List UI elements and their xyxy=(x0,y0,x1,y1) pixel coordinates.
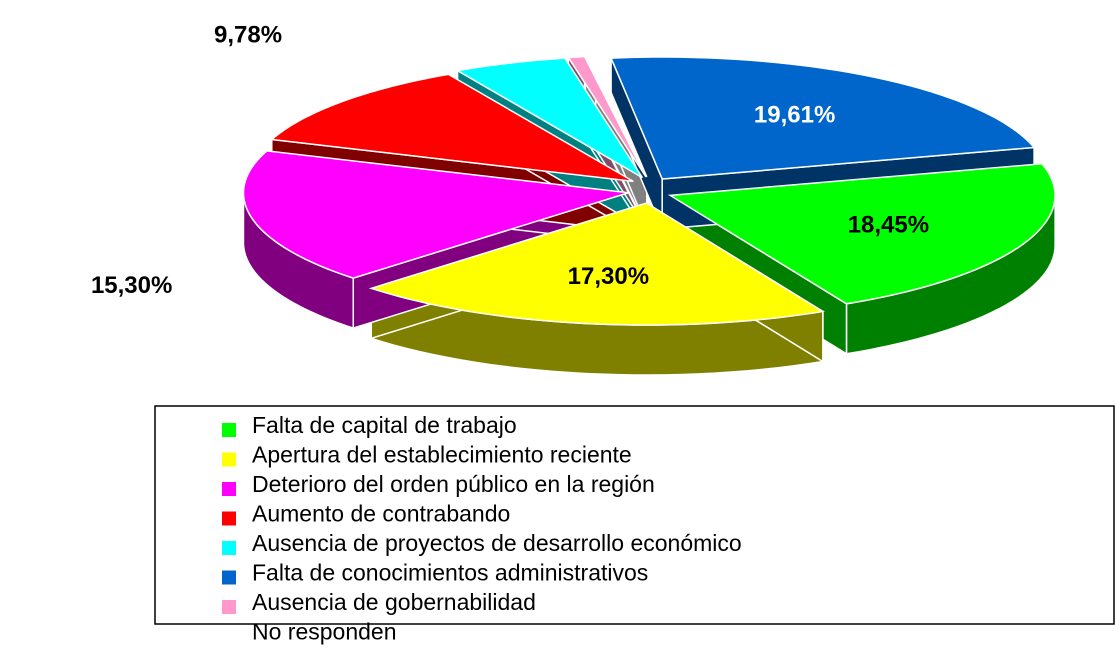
legend-marker xyxy=(222,452,236,467)
legend-label: Ausencia de gobernabilidad xyxy=(252,589,536,615)
legend-box xyxy=(154,405,1115,625)
legend-marker xyxy=(222,511,236,526)
slice xyxy=(269,73,634,183)
legend-label: Falta de capital de trabajo xyxy=(252,412,517,438)
slice xyxy=(368,202,825,326)
legend-label: Aumento de contrabando xyxy=(252,501,510,527)
slice xyxy=(667,162,1056,305)
slice xyxy=(567,55,647,178)
legend-marker xyxy=(222,629,236,644)
slice xyxy=(609,56,1036,180)
data-label: 15,30% xyxy=(91,272,172,299)
slice xyxy=(242,150,629,279)
legend-label: Apertura del establecimiento reciente xyxy=(252,442,632,468)
data-label: 17,30% xyxy=(568,263,649,290)
data-label: 19,61% xyxy=(754,101,835,128)
legend-marker xyxy=(222,482,236,496)
legend-label: Falta de conocimientos administrativos xyxy=(252,560,648,586)
data-label: 9,78% xyxy=(214,22,282,49)
data-label: 18,45% xyxy=(848,211,929,238)
slice xyxy=(455,57,644,179)
legend-label: Deterioro del orden público en la región xyxy=(252,471,655,497)
legend-label: Ausencia de proyectos de desarrollo econ… xyxy=(252,530,742,556)
legend-marker xyxy=(222,600,236,614)
legend-label: No responden xyxy=(252,619,397,645)
legend-marker xyxy=(222,423,236,437)
legend-marker xyxy=(222,570,236,585)
slice xyxy=(584,55,648,178)
legend-marker xyxy=(222,541,236,555)
